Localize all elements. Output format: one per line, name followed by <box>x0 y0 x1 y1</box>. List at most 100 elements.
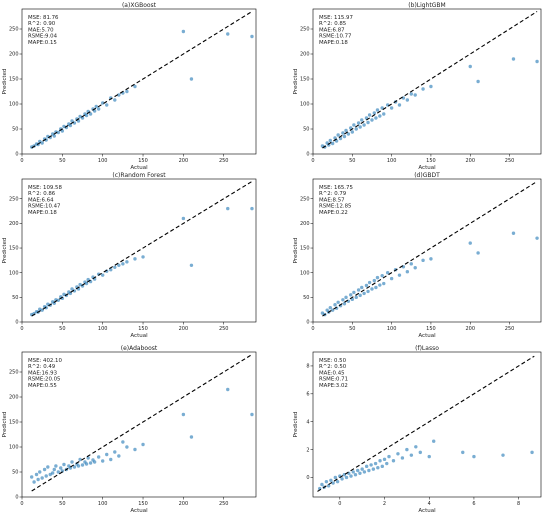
data-point <box>376 466 380 470</box>
x-axis-label: Actual <box>130 165 148 171</box>
data-point <box>328 306 332 310</box>
data-point <box>370 287 374 291</box>
data-point <box>476 251 480 255</box>
y-tick-label: 50 <box>303 127 309 133</box>
data-point <box>330 308 335 312</box>
chart-title: (a)XGBoost <box>122 2 157 9</box>
data-point <box>366 120 370 125</box>
y-axis-label: Predicted <box>2 412 8 438</box>
data-point <box>382 281 386 286</box>
data-point <box>189 435 194 439</box>
x-tick-label: 150 <box>138 501 148 507</box>
data-point <box>382 112 386 116</box>
chart-panel-1: (a)XGBoost 0 50 100 150 200 250 0 50 100 150 200 250… <box>2 2 257 171</box>
x-axis-label: Actual <box>418 165 436 171</box>
chart-title: (f)Lasso <box>415 345 439 352</box>
data-point <box>380 464 384 469</box>
y-tick-label: 250 <box>300 196 310 202</box>
data-point <box>181 216 186 221</box>
x-tick-label: 50 <box>59 501 65 507</box>
data-point <box>389 276 394 281</box>
data-point <box>351 470 355 474</box>
metric-label: MAPE:0.18 <box>28 210 57 216</box>
data-point <box>84 281 89 286</box>
y-tick-label: 250 <box>9 196 19 202</box>
metric-label: MSE: 165.75 <box>319 185 353 191</box>
metric-label: RSME:0.71 <box>319 377 348 383</box>
metric-label: MSE: 109.58 <box>28 185 62 191</box>
data-point <box>29 475 34 479</box>
x-tick-label: 250 <box>219 501 229 507</box>
x-tick-label: 250 <box>505 326 515 332</box>
y-tick-label: 100 <box>300 270 310 276</box>
data-point <box>346 132 351 136</box>
data-point <box>380 273 384 278</box>
data-point <box>333 303 337 307</box>
x-axis-label: Actual <box>418 333 436 339</box>
data-point <box>356 121 361 125</box>
x-tick-label: 250 <box>219 326 229 332</box>
y-tick-label: 6 <box>306 392 309 398</box>
data-point <box>501 453 505 457</box>
data-point <box>78 457 82 462</box>
data-point <box>250 412 254 417</box>
x-axis-label: Actual <box>130 333 148 339</box>
data-point <box>133 447 137 452</box>
metric-label: MAE:5.70 <box>28 27 54 33</box>
y-tick-label: 2 <box>306 447 309 453</box>
data-point <box>385 461 389 466</box>
data-point <box>396 452 400 456</box>
data-point <box>342 134 347 139</box>
data-point <box>429 84 433 89</box>
x-tick-label: 150 <box>138 326 148 332</box>
x-tick-label: 0 <box>311 158 314 164</box>
y-tick-label: 250 <box>9 370 19 376</box>
chart-panel-4: (d)GBDT 0 50 100 150 200 250 0 50 100 150 200 250 Act… <box>293 172 542 339</box>
data-point <box>52 301 56 305</box>
data-point <box>369 463 373 467</box>
data-point <box>344 295 348 300</box>
data-point <box>389 106 394 110</box>
data-point <box>461 450 465 455</box>
data-point <box>333 475 338 480</box>
metric-label: MAPE:3.02 <box>319 383 348 389</box>
data-point <box>362 291 366 296</box>
data-point <box>378 283 382 287</box>
metric-label: RSME:10.77 <box>319 34 351 40</box>
data-point <box>405 270 410 274</box>
data-point <box>391 459 396 463</box>
metric-label: MSE: 0.50 <box>319 358 347 364</box>
data-point <box>113 265 117 269</box>
data-point <box>88 112 93 116</box>
data-point <box>125 89 129 94</box>
data-point <box>358 471 362 475</box>
metric-label: R^2: 0.90 <box>28 21 56 27</box>
data-point <box>100 273 105 277</box>
data-point <box>324 479 329 484</box>
chart-title: (b)LightGBM <box>408 2 445 9</box>
data-point <box>105 452 109 457</box>
data-point <box>181 412 186 417</box>
metric-label: MAE:16.93 <box>28 370 57 376</box>
data-point <box>92 460 97 464</box>
y-tick-label: 0 <box>15 495 18 501</box>
data-point <box>362 123 366 127</box>
data-point <box>387 454 391 459</box>
data-point <box>356 468 360 473</box>
x-tick-label: 0 <box>20 158 23 164</box>
x-tick-label: 200 <box>179 158 189 164</box>
metric-label: R^2: 0.86 <box>28 191 56 197</box>
data-point <box>121 440 125 444</box>
data-point <box>371 467 376 471</box>
metric-label: RSME:9.04 <box>28 34 58 40</box>
data-point <box>100 101 105 105</box>
y-axis-label: Predicted <box>293 238 299 264</box>
y-tick-label: 0 <box>15 152 18 158</box>
data-point <box>96 107 101 111</box>
data-point <box>100 459 105 463</box>
data-point <box>397 273 402 277</box>
y-tick-label: 150 <box>300 246 310 252</box>
data-point <box>378 114 382 118</box>
data-point <box>360 118 364 122</box>
data-point <box>50 471 55 475</box>
